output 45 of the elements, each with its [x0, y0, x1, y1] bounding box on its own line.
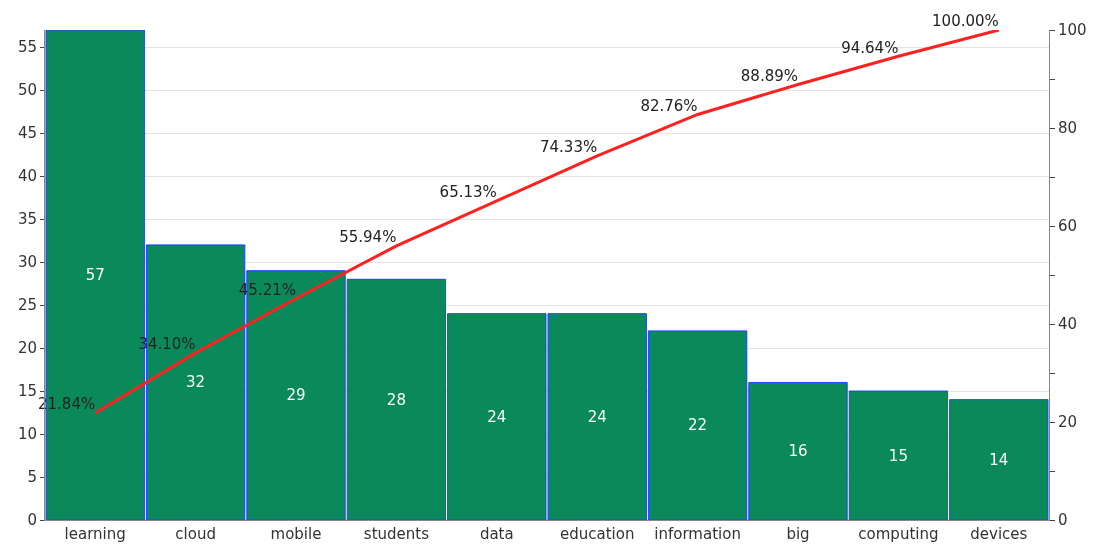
- data-label: 24: [587, 407, 607, 426]
- data-label: 55.94%: [339, 228, 397, 247]
- x-tick-label: information: [654, 525, 741, 543]
- y-tick-label: 30: [17, 253, 37, 272]
- y-tick-label: 45: [17, 124, 37, 143]
- y2-tick-label: 100: [1058, 21, 1087, 40]
- data-label: 88.89%: [740, 66, 798, 85]
- data-label: 24: [487, 407, 507, 426]
- data-label: 22: [688, 416, 708, 435]
- data-label: 29: [286, 386, 306, 405]
- x-tick-label: cloud: [175, 525, 216, 543]
- data-label: 32: [186, 373, 206, 392]
- x-tick-label: mobile: [270, 525, 322, 543]
- data-label: 16: [788, 442, 808, 461]
- x-tick-label: students: [363, 525, 430, 543]
- y-tick-label: 25: [17, 296, 37, 315]
- data-label: 28: [386, 390, 406, 409]
- y2-tick-label: 20: [1058, 413, 1078, 432]
- y-tick-label: 40: [17, 167, 37, 186]
- y-tick-label: 5: [27, 468, 37, 487]
- x-tick-label: education: [559, 525, 635, 543]
- data-label: 15: [888, 446, 908, 465]
- y2-tick-label: 0: [1058, 511, 1068, 530]
- x-tick-label: computing: [858, 525, 939, 543]
- y2-tick-label: 80: [1058, 119, 1078, 138]
- x-tick-label: learning: [64, 525, 126, 543]
- data-label: 100.00%: [932, 12, 999, 31]
- y-tick-label: 20: [17, 339, 37, 358]
- x-tick-label: devices: [970, 525, 1028, 543]
- y-tick-label: 50: [17, 81, 37, 100]
- x-tick-label: big: [786, 525, 810, 543]
- y-tick-label: 0: [27, 511, 37, 530]
- data-label: 82.76%: [640, 96, 698, 115]
- data-label: 65.13%: [439, 183, 497, 202]
- data-label: 57: [85, 266, 105, 284]
- data-label: 74.33%: [540, 138, 598, 157]
- y-tick-label: 35: [17, 210, 37, 229]
- y2-tick-label: 40: [1058, 315, 1078, 334]
- y-tick-label: 15: [17, 382, 37, 401]
- data-label: 14: [989, 450, 1009, 469]
- data-label: 94.64%: [841, 38, 899, 57]
- y-tick-label: 10: [17, 425, 37, 444]
- y-tick-label: 55: [17, 38, 37, 57]
- x-tick-label: data: [479, 525, 514, 543]
- y2-tick-label: 60: [1058, 217, 1078, 236]
